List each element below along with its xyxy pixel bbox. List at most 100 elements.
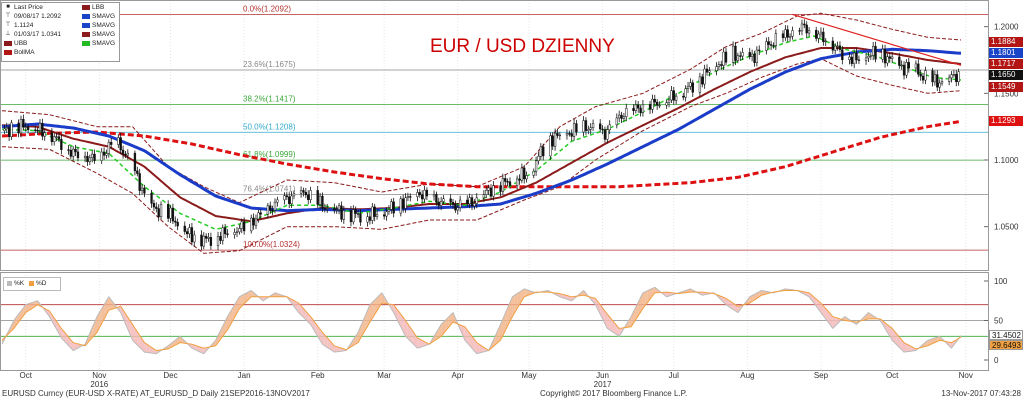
legend-swatch-icon xyxy=(82,22,90,28)
osc-fill-198 xyxy=(472,336,475,351)
osc-fill-221 xyxy=(526,289,529,296)
candle-body-387 xyxy=(919,73,922,77)
legend-row-5: BollMA xyxy=(4,49,35,57)
bollinger-lower-line xyxy=(1,58,962,254)
osc-fill-186 xyxy=(443,319,446,334)
price-legend: ■ Last Price ⊤ 09/08/17 1.2092 ⊤ 1.1124 ⊥ 01/03… xyxy=(1,2,120,62)
footer-ticker: EURUSD Curncy (EUR-USD X-RATE) AT_EURUSD… xyxy=(2,389,310,398)
candle-body-344 xyxy=(817,33,820,39)
candle-body-101 xyxy=(240,221,243,229)
candle-body-92 xyxy=(219,236,222,241)
candle-body-228 xyxy=(542,146,545,157)
candle-body-227 xyxy=(539,146,542,157)
candle-body-29 xyxy=(69,149,72,157)
legend-right-row-4: SMAVG xyxy=(82,40,115,48)
osc-fill-255 xyxy=(607,314,610,330)
osc-fill-141 xyxy=(336,346,340,352)
osc-fill-349 xyxy=(830,313,833,329)
osc-fill-399 xyxy=(949,342,952,349)
osc-fill-196 xyxy=(467,330,470,346)
candle-body-382 xyxy=(907,62,910,69)
osc-fill-279 xyxy=(664,292,667,297)
candle-body-189 xyxy=(449,198,452,203)
y-tick-label-1: 1.1500 xyxy=(994,89,1019,98)
candle-body-358 xyxy=(850,56,853,64)
candle-body-214 xyxy=(508,181,512,186)
osc-fill-127 xyxy=(303,308,306,320)
osc-d-line xyxy=(1,290,962,351)
osc-fill-275 xyxy=(654,287,658,293)
osc-fill-182 xyxy=(434,332,437,341)
candle-body-179 xyxy=(425,189,429,197)
candle-body-77 xyxy=(183,225,186,232)
x-label-10: Aug xyxy=(740,371,754,380)
legend-label: SMAVG xyxy=(92,40,115,47)
candle-body-175 xyxy=(416,192,419,197)
candle-body-78 xyxy=(186,231,189,235)
candle-body-339 xyxy=(805,24,808,34)
k-legend-label: %K xyxy=(14,280,25,287)
candle-body-154 xyxy=(366,216,369,223)
osc-fill-136 xyxy=(324,335,328,348)
osc-fill-208 xyxy=(495,329,499,345)
osc-fill-257 xyxy=(612,319,615,334)
osc-fill-41 xyxy=(99,308,102,328)
candle-body-100 xyxy=(238,228,241,233)
candle-body-64 xyxy=(152,203,156,208)
candle-body-401 xyxy=(952,74,956,76)
candle-body-281 xyxy=(667,99,671,103)
candle-body-98 xyxy=(233,232,236,235)
legend-right-row-0: LBB xyxy=(82,4,104,12)
candle-body-182 xyxy=(432,194,436,197)
candle-body-253 xyxy=(601,128,604,131)
candle-body-381 xyxy=(905,62,908,76)
osc-fill-239 xyxy=(569,296,572,301)
legend-row-1: ⊤ 09/08/17 1.2092 xyxy=(4,13,61,21)
legend-swatch-icon: ⊥ xyxy=(5,30,11,37)
candle-body-284 xyxy=(675,95,678,101)
osc-fill-195 xyxy=(464,326,468,343)
candle-body-35 xyxy=(83,155,87,159)
candle-body-65 xyxy=(155,206,158,209)
osc-fill-177 xyxy=(422,340,425,347)
osc-fill-52 xyxy=(125,313,128,330)
candle-body-360 xyxy=(855,52,858,61)
candle-body-84 xyxy=(200,234,203,247)
osc-fill-125 xyxy=(298,303,302,315)
candle-body-44 xyxy=(105,153,108,156)
osc-fill-315 xyxy=(749,295,753,304)
candle-body-374 xyxy=(888,56,891,59)
osc-fill-37 xyxy=(89,327,93,341)
candle-body-51 xyxy=(121,149,125,155)
candle-body-267 xyxy=(634,104,637,111)
candle-body-191 xyxy=(454,204,457,211)
candle-body-388 xyxy=(921,75,925,81)
candle-body-31 xyxy=(74,148,77,153)
candle-body-122 xyxy=(290,195,293,204)
legend-label: SMAVG xyxy=(92,31,115,38)
candle-body-385 xyxy=(914,63,918,69)
candle-body-351 xyxy=(834,45,837,51)
osc-fill-140 xyxy=(334,345,337,353)
candle-body-161 xyxy=(383,214,386,217)
candle-body-109 xyxy=(259,212,262,215)
candle-body-378 xyxy=(898,56,901,66)
candle-body-309 xyxy=(734,45,737,61)
osc-fill-157 xyxy=(374,297,378,315)
x-label-4: Feb xyxy=(311,371,325,380)
osc-fill-169 xyxy=(403,317,406,337)
osc-fill-364 xyxy=(866,312,869,320)
candle-body-359 xyxy=(853,52,856,64)
osc-fill-10 xyxy=(25,303,29,313)
osc-tick-label-1: 50 xyxy=(994,317,1003,326)
osc-fill-379 xyxy=(901,339,904,353)
candle-body-310 xyxy=(736,55,740,61)
candle-body-10 xyxy=(24,126,27,128)
osc-fill-61 xyxy=(146,344,150,353)
fib-label-1: 23.6%(1.1675) xyxy=(243,60,296,69)
candle-body-273 xyxy=(648,104,652,110)
axes-layer: 1.2000 1.1500 1.1000 1.0500 100 50 0 Oct Nov Dec J… xyxy=(0,0,1019,388)
y-tick-label-3: 1.0500 xyxy=(994,223,1019,232)
candle-body-288 xyxy=(684,88,687,98)
candle-body-389 xyxy=(924,70,927,81)
